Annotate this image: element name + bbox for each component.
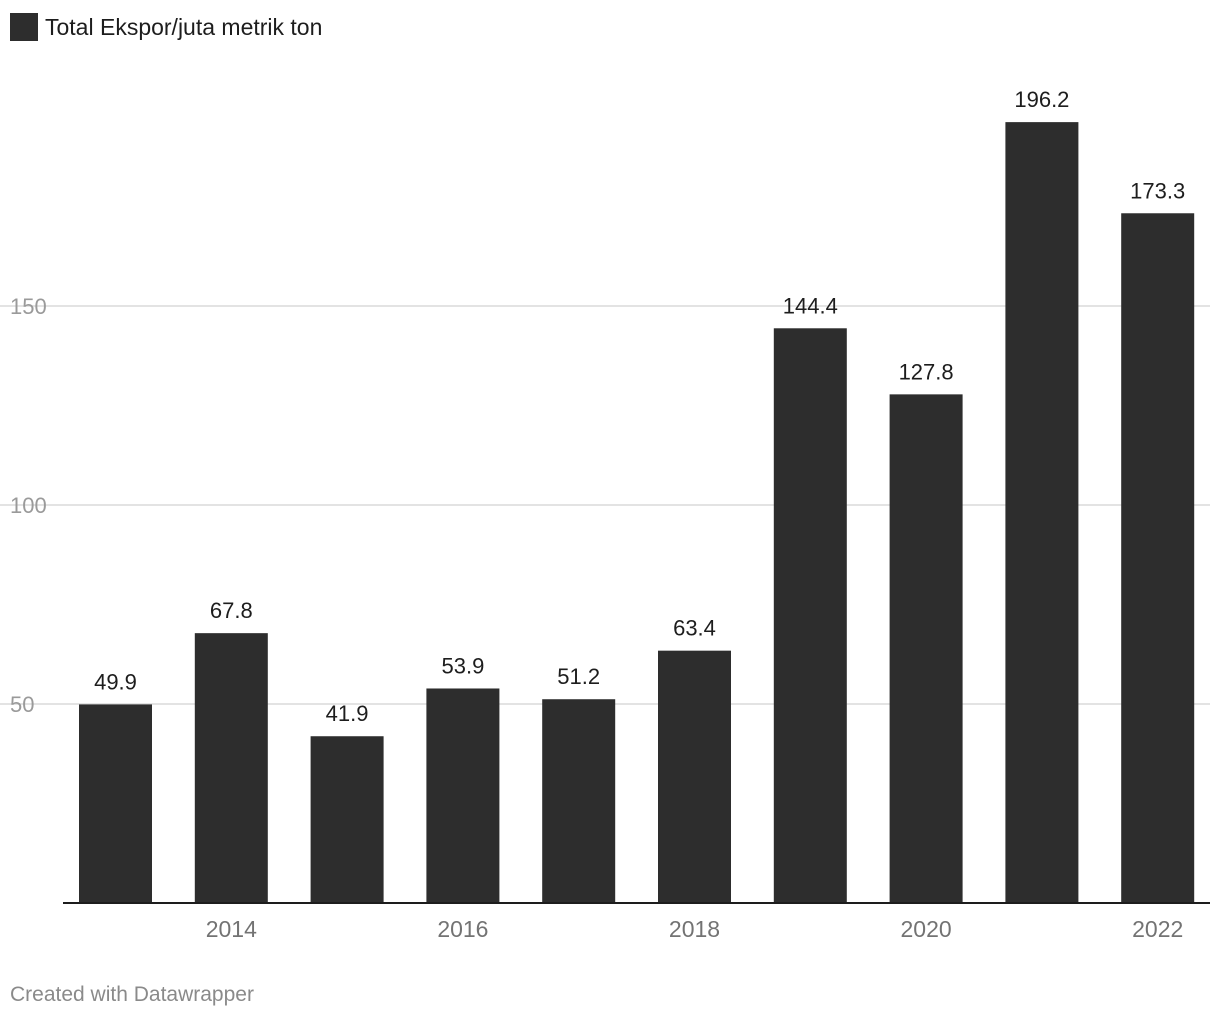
x-tick-label-2018: 2018 — [669, 916, 720, 942]
x-tick-label-2014: 2014 — [206, 916, 257, 942]
legend-swatch — [10, 13, 38, 41]
bars — [79, 122, 1195, 904]
value-labels: 49.9 67.8 41.9 53.9 51.2 63.4 144.4 127.8 196.2 1… — [94, 87, 1185, 726]
value-label-2021: 196.2 — [1014, 87, 1069, 112]
bar-2013 — [79, 704, 152, 903]
y-tick-label-100: 100 — [10, 493, 47, 518]
value-label-2014: 67.8 — [210, 598, 253, 623]
value-label-2022: 173.3 — [1130, 178, 1185, 203]
bar-2016 — [426, 688, 500, 903]
y-tick-label-50: 50 — [10, 692, 34, 717]
value-label-2018: 63.4 — [673, 616, 716, 641]
bar-2019 — [773, 328, 847, 904]
value-label-2017: 51.2 — [557, 664, 600, 689]
value-label-2020: 127.8 — [899, 359, 954, 384]
y-tick-label-150: 150 — [10, 294, 47, 319]
x-tick-label-2020: 2020 — [901, 916, 952, 942]
credit-text: Created with Datawrapper — [10, 983, 254, 1006]
value-label-2015: 41.9 — [326, 701, 369, 726]
bar-2014 — [194, 633, 268, 903]
bar-2021 — [1005, 122, 1079, 903]
bar-2017 — [542, 699, 616, 903]
legend-label: Total Ekspor/juta metrik ton — [45, 13, 323, 40]
value-label-2013: 49.9 — [94, 669, 137, 694]
value-label-2016: 53.9 — [441, 653, 484, 678]
bar-2022 — [1121, 213, 1195, 904]
x-tick-label-2016: 2016 — [437, 916, 488, 942]
bar-2015 — [310, 736, 384, 903]
bar-2020 — [889, 394, 963, 903]
x-tick-label-2022: 2022 — [1132, 916, 1183, 942]
legend: Total Ekspor/juta metrik ton — [10, 12, 322, 42]
axes: 50 100 150 2014 2016 2018 2020 2022 — [10, 294, 1210, 942]
bar-2018 — [658, 650, 731, 903]
value-label-2019: 144.4 — [783, 293, 838, 318]
